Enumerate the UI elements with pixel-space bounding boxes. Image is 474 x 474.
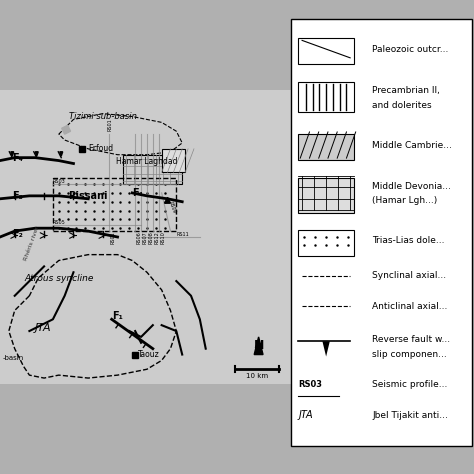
Text: and dolerites: and dolerites [373,101,432,110]
Bar [299,38,354,64]
Text: RS03: RS03 [53,179,65,183]
Text: Reverse fault w...: Reverse fault w... [373,335,450,344]
Polygon shape [322,341,330,356]
Bar [162,149,185,173]
Text: F₂: F₂ [12,229,23,239]
Text: Atrous syncline: Atrous syncline [24,274,93,283]
Text: Middle Cambrie...: Middle Cambrie... [373,141,452,149]
Bar [299,134,354,160]
Text: Erfoud: Erfoud [88,145,113,153]
Text: F₄: F₄ [132,188,143,198]
Text: Trias-Lias dole...: Trias-Lias dole... [373,237,445,246]
Text: F₃: F₃ [12,191,23,201]
Polygon shape [0,90,294,384]
Text: Anticlinal axial...: Anticlinal axial... [373,302,448,311]
Text: RS05: RS05 [53,220,65,225]
Bar [299,230,354,256]
Text: RS09: RS09 [167,201,176,215]
Text: F₁: F₁ [112,311,123,321]
Text: RS12: RS12 [155,231,159,244]
Text: -basin: -basin [3,356,24,362]
Text: RS06: RS06 [137,231,142,244]
Text: RS01: RS01 [110,231,115,244]
Text: Seismic profile...: Seismic profile... [373,381,448,389]
Text: Rissani: Rissani [68,191,108,201]
Polygon shape [62,125,71,134]
Text: N: N [254,339,264,352]
Text: Jbel Tijakit anti...: Jbel Tijakit anti... [373,411,448,420]
Text: Tizimi sub-basin: Tizimi sub-basin [69,112,137,121]
Polygon shape [254,337,263,355]
Text: Paleozoic outcr...: Paleozoic outcr... [373,45,449,54]
Text: Precambrian II,: Precambrian II, [373,86,440,95]
Text: (Hamar Lgh...): (Hamar Lgh...) [373,196,438,205]
Bar [123,155,182,184]
Text: F₄: F₄ [12,153,23,163]
Text: RS01: RS01 [107,118,112,131]
Text: RS10: RS10 [160,231,165,244]
Polygon shape [60,152,63,156]
Text: RS07: RS07 [143,231,147,244]
Polygon shape [164,197,171,203]
Text: slip componen...: slip componen... [373,350,447,359]
Text: RS03: RS03 [299,381,322,389]
Text: RS11: RS11 [176,231,189,237]
Text: JTA: JTA [299,410,313,420]
Bar [53,178,176,231]
Bar [299,178,354,213]
Text: 10 km: 10 km [246,373,268,379]
Text: RS08: RS08 [148,231,154,244]
Text: Middle Devonia...: Middle Devonia... [373,182,451,191]
Text: Taouz: Taouz [138,350,160,359]
Text: Synclinal axial...: Synclinal axial... [373,272,447,280]
Text: Rhéris river: Rhéris river [24,226,41,262]
Bar [299,82,354,112]
Text: Hamar Laghdad: Hamar Laghdad [116,156,178,165]
Text: JTA: JTA [35,323,52,333]
Polygon shape [11,152,14,156]
Polygon shape [35,152,38,156]
